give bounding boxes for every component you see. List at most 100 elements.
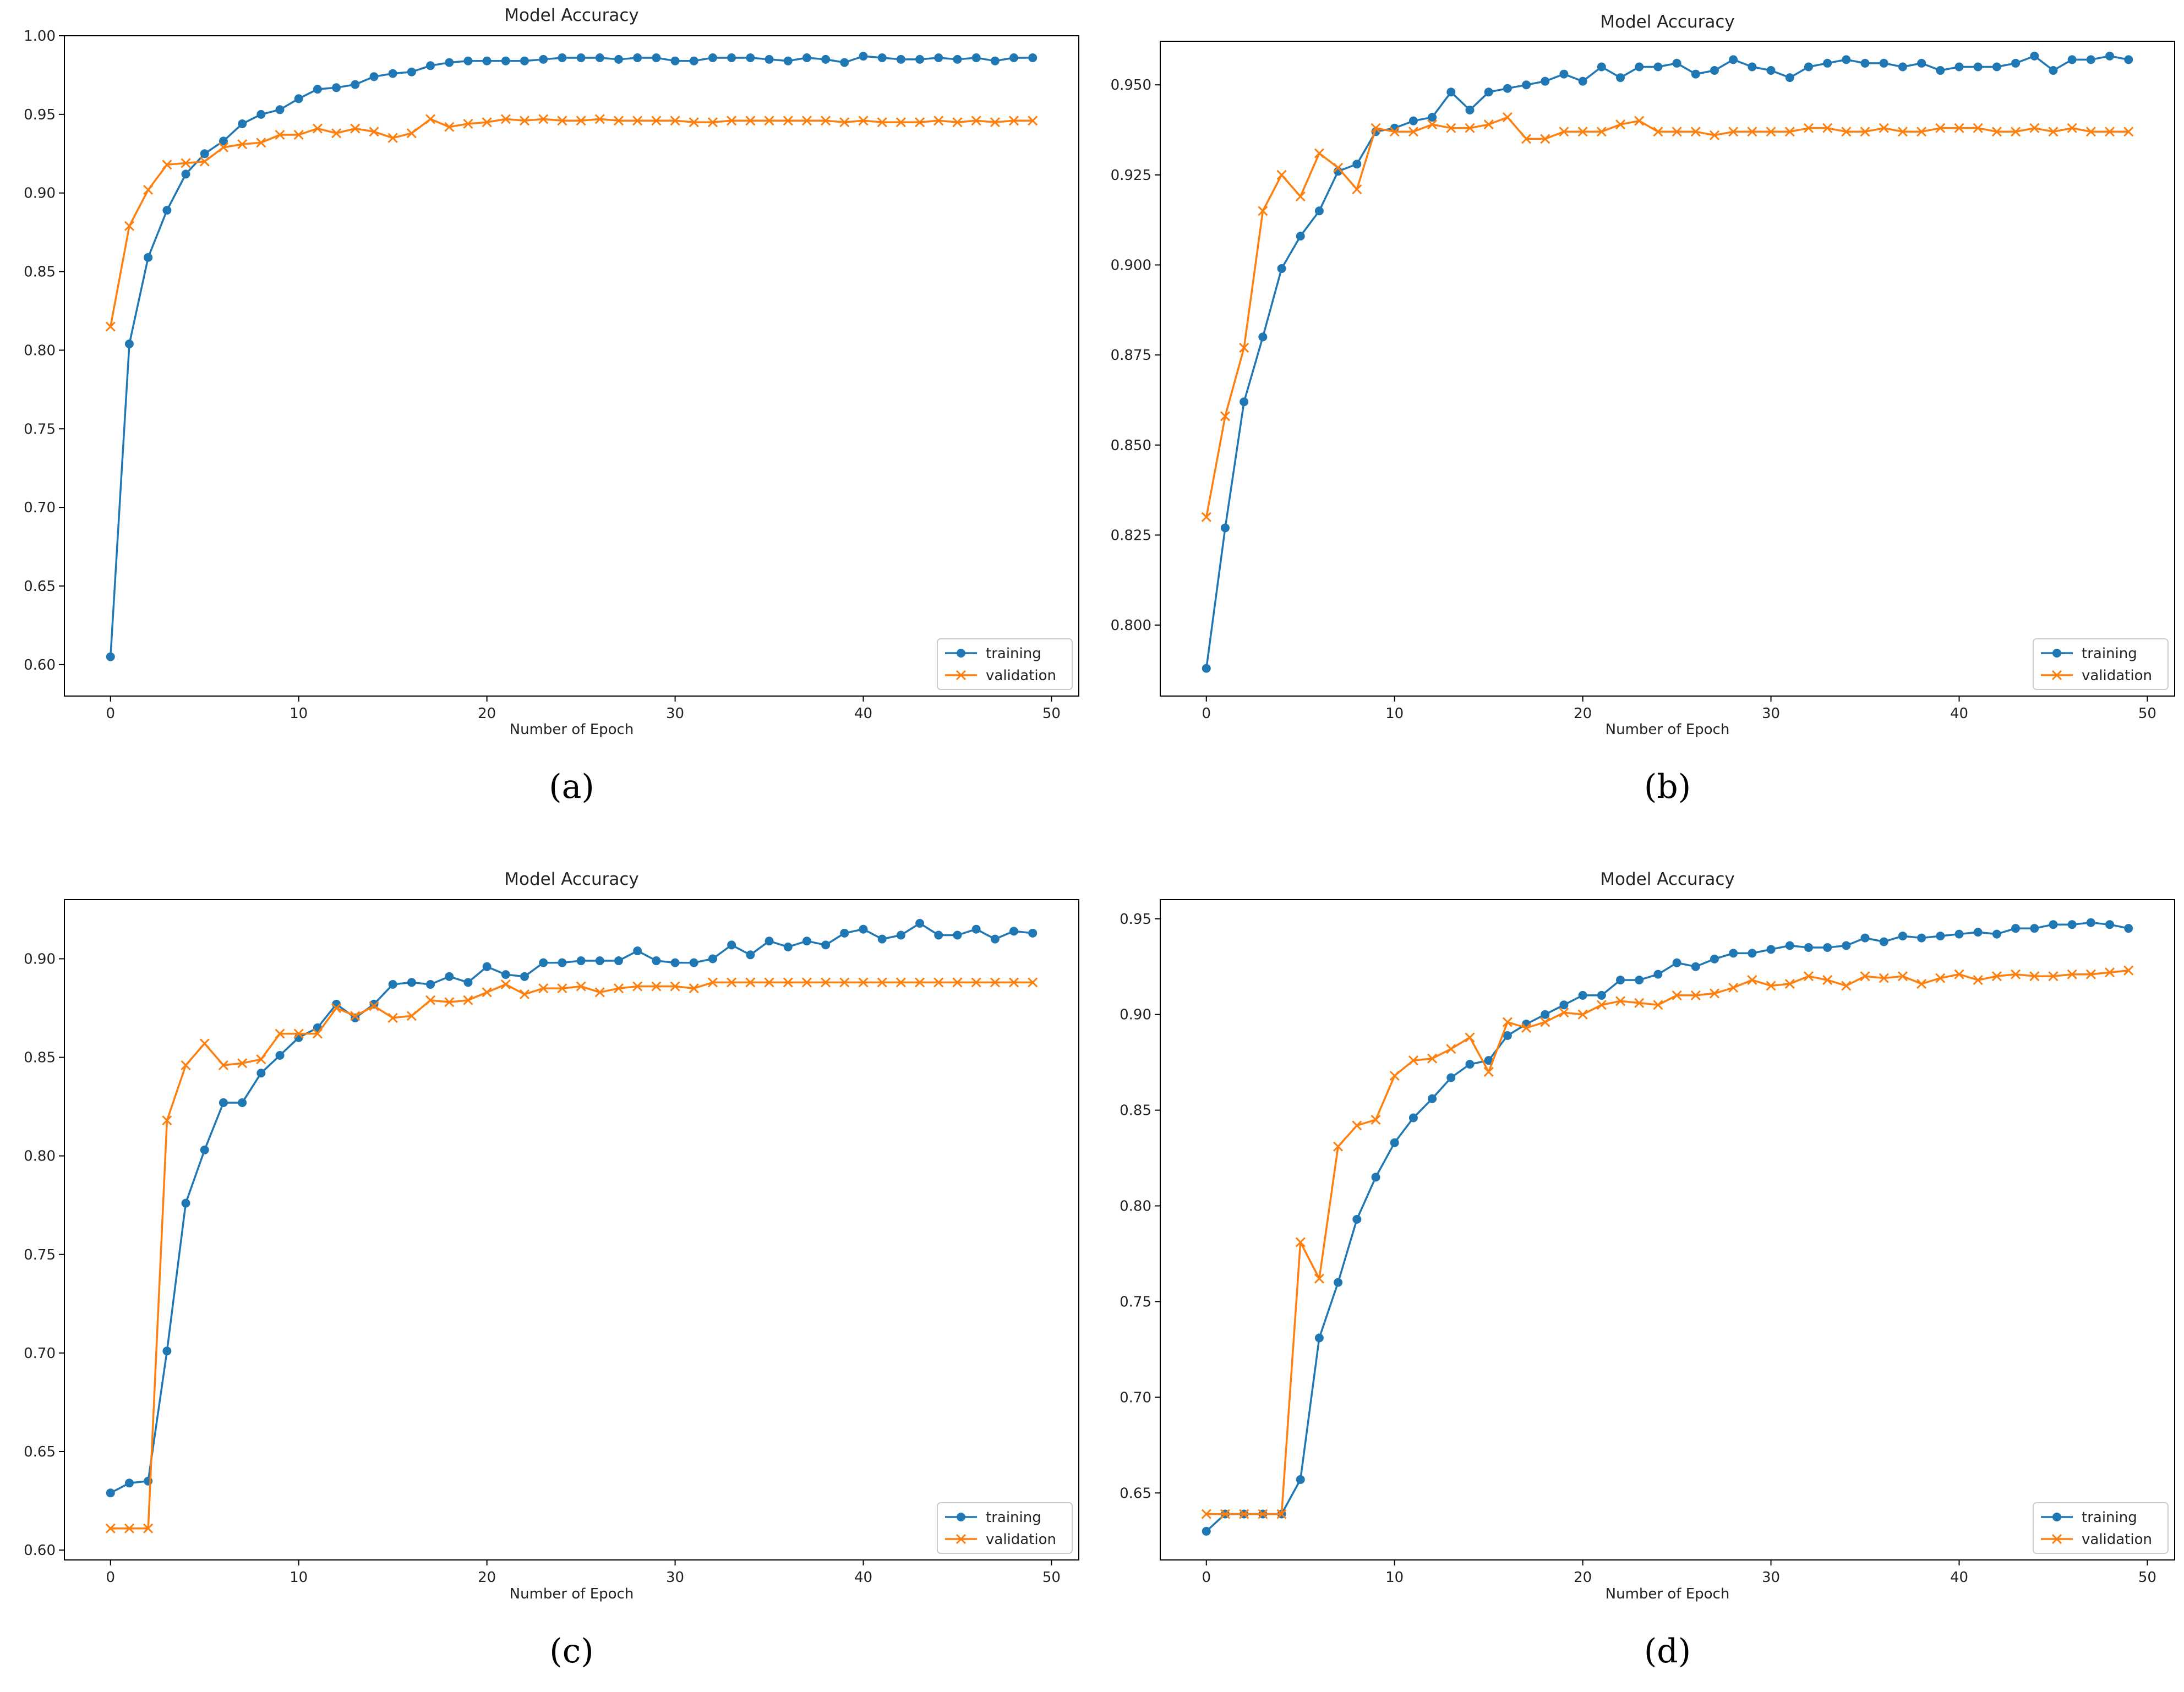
data-point-validation: [990, 977, 1000, 988]
data-point-validation: [500, 979, 511, 990]
data-point-validation: [2011, 127, 2021, 137]
data-point-training: [558, 958, 567, 967]
y-tick-label: 0.85: [24, 1050, 56, 1066]
data-point-training: [558, 53, 567, 62]
data-point-training: [1823, 943, 1832, 952]
series-validation: [105, 114, 1038, 332]
data-point-validation: [1822, 975, 1833, 985]
data-point-validation: [519, 116, 530, 126]
plot-frame: [1160, 41, 2175, 697]
data-point-training: [2105, 51, 2115, 61]
data-point-validation: [1766, 127, 1776, 137]
data-point-validation: [1028, 116, 1038, 126]
chart-panel-d: Model Accuracy 0 10 20 30 40 50 0.65 0.70 0.75 0.8…: [1120, 869, 2175, 1671]
data-point-validation: [444, 997, 455, 1007]
y-tick-label: 0.850: [1111, 437, 1151, 454]
data-point-validation: [707, 117, 718, 128]
data-point-validation: [1371, 123, 1381, 133]
data-point-training: [633, 946, 642, 956]
data-point-training: [1842, 55, 1851, 64]
data-point-training: [1691, 69, 1700, 79]
data-point-training: [445, 58, 454, 67]
data-point-training: [501, 970, 510, 979]
data-point-validation: [1803, 123, 1814, 133]
data-point-training: [1936, 66, 1945, 75]
data-point-validation: [764, 116, 774, 126]
legend-marker-circle: [2052, 649, 2061, 658]
data-point-validation: [1333, 1141, 1344, 1152]
data-point-validation: [1690, 127, 1701, 137]
data-point-validation: [1615, 996, 1626, 1006]
data-point-training: [1503, 84, 1512, 93]
data-point-training: [896, 54, 905, 64]
data-point-validation: [1991, 971, 2002, 982]
legend-marker-circle: [957, 649, 965, 658]
data-point-validation: [971, 977, 981, 988]
data-point-validation: [1728, 127, 1739, 137]
data-point-validation: [1465, 1032, 1475, 1043]
data-point-training: [482, 962, 492, 971]
data-point-validation: [952, 117, 963, 128]
data-point-training: [2067, 920, 2077, 929]
data-point-validation: [1201, 512, 1211, 522]
data-point-validation: [1239, 1509, 1249, 1519]
data-point-training: [1898, 62, 1907, 72]
data-point-training: [971, 53, 981, 62]
panel-caption: (b): [1644, 768, 1691, 806]
data-point-validation: [2029, 971, 2040, 982]
data-point-training: [1898, 932, 1907, 941]
data-point-validation: [1258, 206, 1268, 216]
x-tick-label: 50: [2138, 705, 2156, 722]
data-point-validation: [858, 977, 869, 988]
data-point-validation: [1897, 127, 1908, 137]
data-point-validation: [1446, 1044, 1456, 1054]
data-point-validation: [896, 117, 906, 128]
data-point-validation: [1596, 1000, 1607, 1010]
data-point-training: [1559, 69, 1569, 79]
series-training: [106, 918, 1038, 1498]
data-point-training: [1484, 87, 1493, 97]
data-point-training: [1672, 958, 1681, 967]
data-point-training: [351, 80, 360, 89]
data-point-training: [1653, 62, 1663, 72]
data-point-validation: [1389, 127, 1400, 137]
data-point-validation: [1220, 1509, 1231, 1519]
data-point-validation: [1747, 975, 1757, 985]
panel-caption: (c): [549, 1632, 593, 1671]
data-point-training: [1541, 76, 1550, 86]
data-point-training: [1748, 62, 1757, 72]
x-tick-label: 20: [1574, 1569, 1592, 1586]
data-point-validation: [181, 158, 191, 168]
data-point-training: [765, 937, 774, 946]
data-point-validation: [1672, 990, 1682, 1000]
data-point-validation: [1483, 119, 1494, 130]
data-point-training: [520, 972, 529, 981]
data-point-validation: [670, 116, 680, 126]
data-point-validation: [162, 1115, 172, 1126]
data-point-training: [1240, 397, 1249, 407]
data-point-training: [1879, 937, 1888, 946]
data-point-validation: [312, 123, 323, 134]
data-point-validation: [444, 122, 455, 132]
data-point-training: [1860, 58, 1870, 68]
y-tick-label: 0.80: [24, 342, 56, 359]
data-point-training: [1710, 66, 1719, 75]
data-point-training: [727, 940, 736, 950]
data-point-training: [539, 54, 548, 64]
data-point-training: [1028, 928, 1038, 938]
data-point-validation: [143, 1523, 154, 1534]
data-point-training: [1936, 932, 1945, 941]
data-point-validation: [463, 118, 473, 129]
chart-title: Model Accuracy: [1600, 869, 1734, 889]
data-point-validation: [331, 1003, 342, 1014]
x-tick-label: 10: [1385, 1569, 1404, 1586]
data-point-validation: [707, 977, 718, 988]
data-point-validation: [990, 117, 1000, 128]
x-tick-label: 30: [1762, 1569, 1780, 1586]
data-point-validation: [1577, 1009, 1588, 1020]
data-point-validation: [1502, 1017, 1513, 1027]
data-point-training: [2011, 924, 2021, 933]
legend-label-training: training: [986, 1509, 1041, 1526]
x-tick-label: 10: [290, 1569, 308, 1586]
